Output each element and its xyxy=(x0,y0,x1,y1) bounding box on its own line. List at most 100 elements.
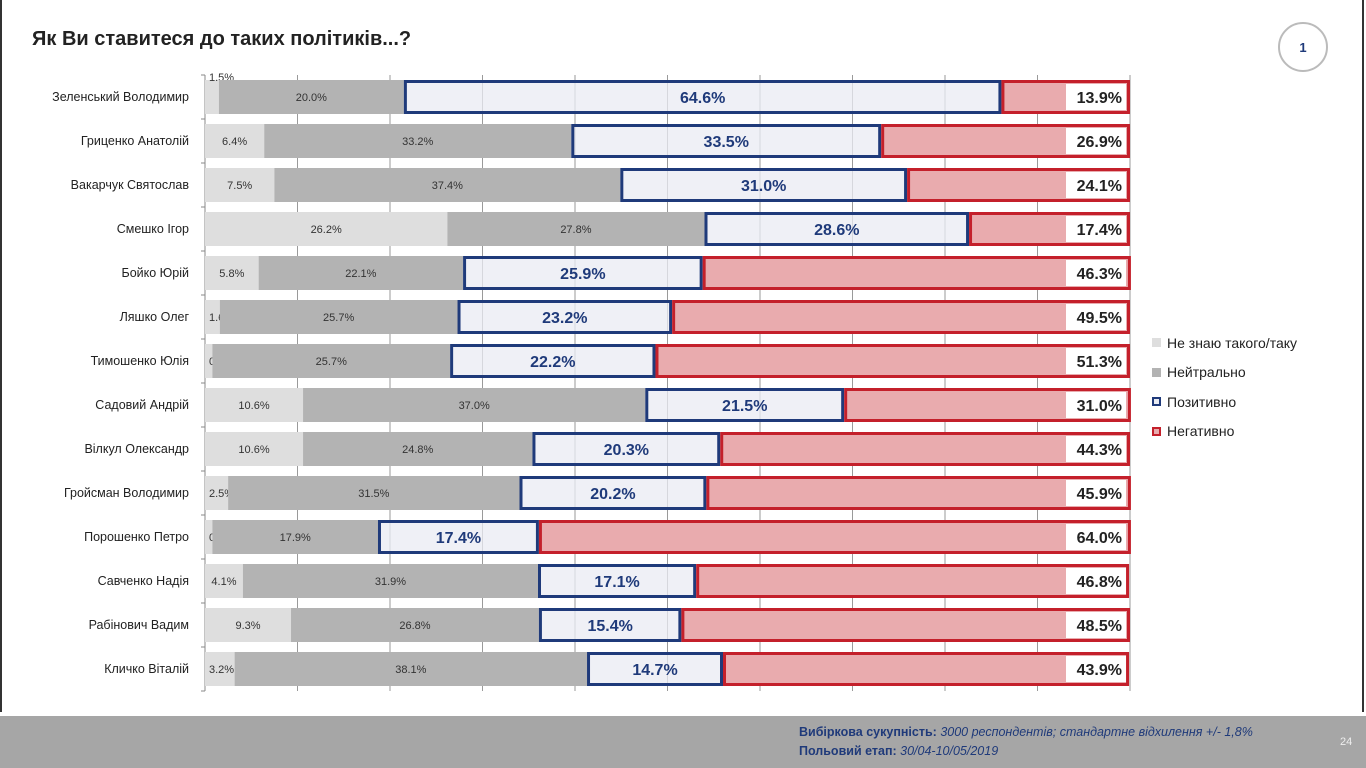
value-label-bg xyxy=(1066,304,1126,330)
value-label-positive: 20.2% xyxy=(590,486,635,503)
bar-unknown xyxy=(205,564,243,598)
value-label-bg xyxy=(1066,436,1126,462)
value-label-neutral: 37.0% xyxy=(459,400,490,412)
value-label-bg xyxy=(1066,84,1126,110)
value-label-unknown: 6.4% xyxy=(222,136,247,148)
footer: Вибіркова сукупність: 3000 респондентів;… xyxy=(0,716,1366,768)
bar-neutral xyxy=(303,432,533,466)
value-label-unknown: 10.6% xyxy=(238,444,269,456)
bar-unknown xyxy=(205,256,259,290)
category-label: Вакарчук Святослав xyxy=(71,178,190,192)
value-label-unknown: 7.5% xyxy=(227,180,252,192)
value-label-negative: 46.8% xyxy=(1077,574,1122,591)
value-label-negative: 31.0% xyxy=(1077,398,1122,415)
bar-negative xyxy=(723,652,1130,686)
bar-unknown xyxy=(205,80,219,114)
value-label-neutral: 27.8% xyxy=(560,224,591,236)
category-label: Вілкул Олександр xyxy=(84,442,189,456)
bar-positive xyxy=(538,608,682,642)
value-label-bg xyxy=(1066,216,1126,242)
value-label-negative: 13.9% xyxy=(1077,90,1122,107)
bar-positive xyxy=(645,388,845,422)
value-label-bg xyxy=(1066,128,1126,154)
bar-unknown xyxy=(205,388,304,422)
value-label-neutral: 24.8% xyxy=(402,444,433,456)
value-label-positive: 21.5% xyxy=(722,398,767,415)
bar-neutral xyxy=(212,520,378,554)
value-label-unknown: 2.5% xyxy=(209,488,234,500)
legend-label: Не знаю такого/таку xyxy=(1167,334,1298,351)
value-label-negative: 44.3% xyxy=(1077,442,1122,459)
stage-value: 30/04-10/05/2019 xyxy=(900,744,999,758)
value-label-bg xyxy=(1066,524,1126,550)
legend-item-neutral: Нейтрально xyxy=(1152,358,1297,388)
sample-label: Вибіркова сукупність: xyxy=(799,725,937,739)
legend-label: Позитивно xyxy=(1167,393,1237,410)
value-label-neutral: 31.9% xyxy=(375,576,406,588)
value-label-positive: 25.9% xyxy=(560,266,605,283)
value-label-negative: 46.3% xyxy=(1077,266,1122,283)
value-label-bg xyxy=(1066,568,1126,594)
category-label: Кличко Віталій xyxy=(104,662,189,676)
bar-neutral xyxy=(218,80,404,114)
legend-swatch xyxy=(1152,397,1161,407)
bar-neutral xyxy=(291,608,539,642)
bar-positive xyxy=(457,300,673,334)
bar-neutral xyxy=(264,124,572,158)
legend-item-unknown: Не знаю такого/таку xyxy=(1152,328,1297,358)
value-label-unknown: 3.2% xyxy=(209,664,234,676)
bar-negative xyxy=(681,608,1130,642)
bar-neutral xyxy=(242,564,539,598)
value-label-neutral: 26.8% xyxy=(399,620,430,632)
footer-stage: Польовий етап: 30/04-10/05/2019 xyxy=(799,744,998,758)
value-label-unknown: 5.8% xyxy=(219,268,244,280)
value-label-negative: 49.5% xyxy=(1077,310,1122,327)
value-label-negative: 43.9% xyxy=(1077,662,1122,679)
category-label: Бойко Юрій xyxy=(121,266,189,280)
bar-unknown xyxy=(205,124,265,158)
value-label-bg xyxy=(1066,348,1126,374)
legend-label: Негативно xyxy=(1167,423,1235,440)
bar-positive xyxy=(377,520,539,554)
page-number: 24 xyxy=(1340,736,1353,748)
bar-unknown xyxy=(205,344,213,378)
value-label-negative: 45.9% xyxy=(1077,486,1122,503)
bar-negative xyxy=(696,564,1130,598)
bar-negative xyxy=(706,476,1131,510)
value-label-positive: 31.0% xyxy=(741,178,786,195)
page-title: Як Ви ставитеся до таких політиків...? xyxy=(32,28,412,50)
bar-positive xyxy=(587,652,724,686)
bar-neutral xyxy=(212,344,451,378)
legend-item-positive: Позитивно xyxy=(1152,387,1297,417)
bar-positive xyxy=(620,168,908,202)
legend-item-negative: Негативно xyxy=(1152,417,1297,447)
legend: Не знаю такого/таку Нейтрально Позитивно Не… xyxy=(1152,328,1297,446)
value-label-negative: 64.0% xyxy=(1077,530,1122,547)
bar-positive xyxy=(463,256,703,290)
value-label-bg xyxy=(1066,392,1126,418)
bar-positive xyxy=(532,432,721,466)
bar-neutral xyxy=(219,300,458,334)
value-label-positive: 17.1% xyxy=(594,574,639,591)
value-label-positive: 14.7% xyxy=(632,662,677,679)
value-label-unknown: 4.1% xyxy=(211,576,236,588)
category-label: Садовий Андрій xyxy=(95,398,189,412)
bar-unknown xyxy=(205,432,304,466)
value-label-neutral: 20.0% xyxy=(296,92,327,104)
value-label-negative: 24.1% xyxy=(1077,178,1122,195)
value-label-neutral: 25.7% xyxy=(316,356,347,368)
value-label-bg xyxy=(1066,656,1126,682)
value-label-positive: 20.3% xyxy=(604,442,649,459)
bar-neutral xyxy=(303,388,646,422)
value-label-bg xyxy=(1066,260,1126,286)
value-label-negative: 17.4% xyxy=(1077,222,1122,239)
value-label-positive: 15.4% xyxy=(587,618,632,635)
value-label-bg xyxy=(1066,480,1126,506)
bar-unknown xyxy=(205,520,213,554)
value-label-positive: 17.4% xyxy=(436,530,481,547)
value-label-positive: 23.2% xyxy=(542,310,587,327)
bar-negative xyxy=(702,256,1131,290)
legend-swatch xyxy=(1152,338,1161,348)
value-label-neutral: 17.9% xyxy=(280,532,311,544)
